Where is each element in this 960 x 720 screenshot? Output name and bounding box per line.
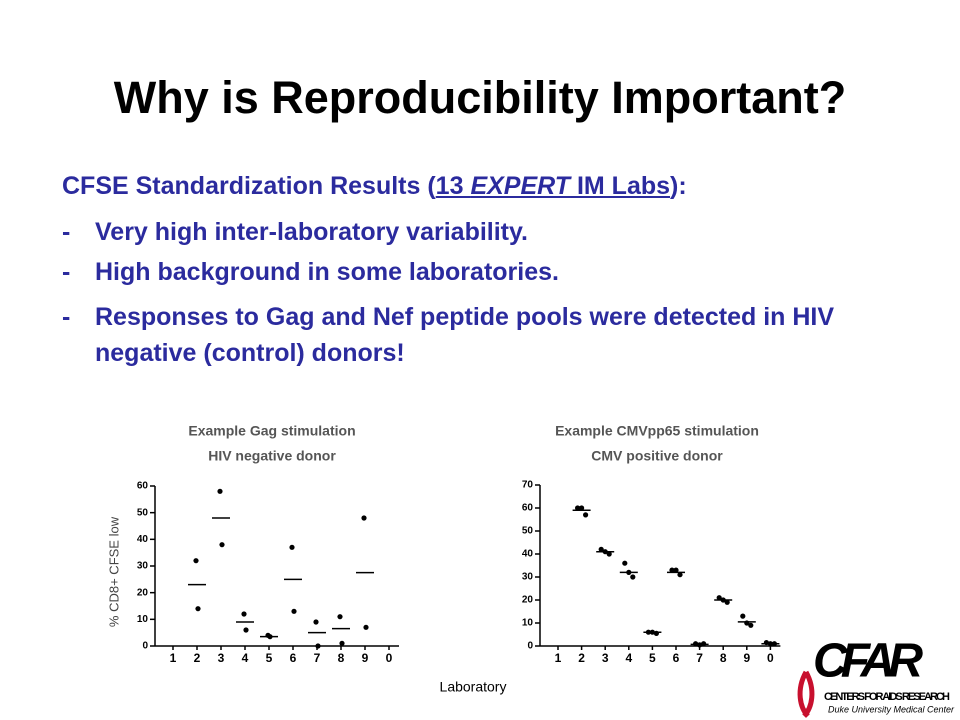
y-axis-label: % CD8+ CFSE low <box>106 516 121 627</box>
heading: CFSE Standardization Results (13 EXPERT … <box>62 172 687 201</box>
y-tick-label: 10 <box>522 618 534 629</box>
data-point <box>673 567 679 573</box>
data-point <box>243 627 249 633</box>
slide-title: Why is Reproducibility Important? <box>113 72 847 123</box>
bullet: - Very high inter-laboratory variability. <box>62 214 922 250</box>
chart-title: Example Gag stimulation <box>188 423 355 439</box>
bullet-text: Responses to Gag and Nef peptide pools w… <box>95 303 835 367</box>
y-tick-label: 30 <box>137 561 149 572</box>
data-point <box>575 505 581 511</box>
x-tick-label: 6 <box>673 651 680 665</box>
x-tick-label: 9 <box>743 651 750 665</box>
bullet-text: Very high inter-laboratory variability. <box>95 218 528 246</box>
y-tick-label: 20 <box>137 587 149 598</box>
y-tick-label: 20 <box>522 595 534 606</box>
heading-text: 13 <box>435 172 471 200</box>
bullet: - Responses to Gag and Nef peptide pools … <box>62 299 922 371</box>
bullet-text: High background in some laboratories. <box>95 258 559 286</box>
x-tick-label: 8 <box>338 651 345 665</box>
data-point <box>606 551 612 557</box>
x-axis-label: Laboratory <box>440 679 507 695</box>
data-point <box>291 608 297 614</box>
chart-title: CMV positive donor <box>591 448 723 464</box>
data-point <box>740 613 746 619</box>
data-point <box>315 643 321 649</box>
x-tick-label: 1 <box>170 651 177 665</box>
y-tick-label: 70 <box>522 480 534 491</box>
chart-title: HIV negative donor <box>208 448 336 464</box>
y-tick-label: 0 <box>527 641 533 652</box>
x-tick-label: 7 <box>696 651 703 665</box>
data-point <box>748 622 754 628</box>
data-point <box>363 624 369 630</box>
data-point <box>583 512 589 518</box>
y-tick-label: 0 <box>142 641 148 652</box>
data-point <box>193 558 199 564</box>
bullet: - High background in some laboratories. <box>62 254 922 290</box>
y-tick-label: 60 <box>522 503 534 514</box>
data-point <box>677 572 683 578</box>
y-tick-label: 40 <box>522 549 534 560</box>
x-tick-label: 2 <box>194 651 201 665</box>
logo-name: CENTERS FOR AIDS RESEARCH <box>824 691 950 703</box>
x-tick-label: 2 <box>578 651 585 665</box>
y-tick-label: 60 <box>137 481 149 492</box>
x-tick-label: 5 <box>649 651 656 665</box>
data-point <box>630 574 636 580</box>
bullet-marker: - <box>62 258 71 286</box>
data-point <box>217 488 223 494</box>
data-point <box>219 542 225 548</box>
data-point <box>339 640 345 646</box>
logo-mark: CFAR <box>813 635 923 688</box>
data-point <box>579 505 585 511</box>
data-point <box>289 544 295 550</box>
data-point <box>313 619 319 625</box>
x-tick-label: 8 <box>720 651 727 665</box>
y-tick-label: 50 <box>137 507 149 518</box>
x-tick-label: 5 <box>266 651 273 665</box>
data-point <box>724 599 730 605</box>
logo-institution: Duke University Medical Center <box>828 704 955 714</box>
x-tick-label: 9 <box>362 651 369 665</box>
data-point <box>622 560 628 566</box>
ribbon <box>797 670 815 718</box>
x-tick-label: 4 <box>242 651 249 665</box>
chart-title: Example CMVpp65 stimulation <box>555 423 759 439</box>
heading-text: ): <box>670 172 687 200</box>
x-tick-label: 3 <box>218 651 225 665</box>
y-tick-label: 10 <box>137 614 149 625</box>
data-point <box>195 606 201 612</box>
x-tick-label: 3 <box>602 651 609 665</box>
data-point <box>669 567 675 573</box>
data-point <box>241 611 247 617</box>
x-tick-label: 0 <box>767 651 774 665</box>
x-tick-label: 7 <box>314 651 321 665</box>
data-point <box>716 595 722 601</box>
x-tick-label: 6 <box>290 651 297 665</box>
data-point <box>337 614 343 620</box>
bullet-marker: - <box>62 218 71 246</box>
x-tick-label: 0 <box>386 651 393 665</box>
y-tick-label: 30 <box>522 572 534 583</box>
x-tick-label: 1 <box>555 651 562 665</box>
heading-text: EXPERT <box>470 172 571 200</box>
heading-text: IM Labs <box>570 172 671 200</box>
logo: CFAR CENTERS FOR AIDS RESEARCH Duke Univ… <box>797 635 955 718</box>
y-tick-label: 40 <box>137 534 149 545</box>
data-point <box>598 546 604 553</box>
data-point <box>361 515 367 521</box>
y-tick-label: 50 <box>522 526 534 537</box>
heading-text: CFSE Standardization Results ( <box>62 172 436 200</box>
x-tick-label: 4 <box>625 651 632 665</box>
bullet-marker: - <box>62 303 71 331</box>
